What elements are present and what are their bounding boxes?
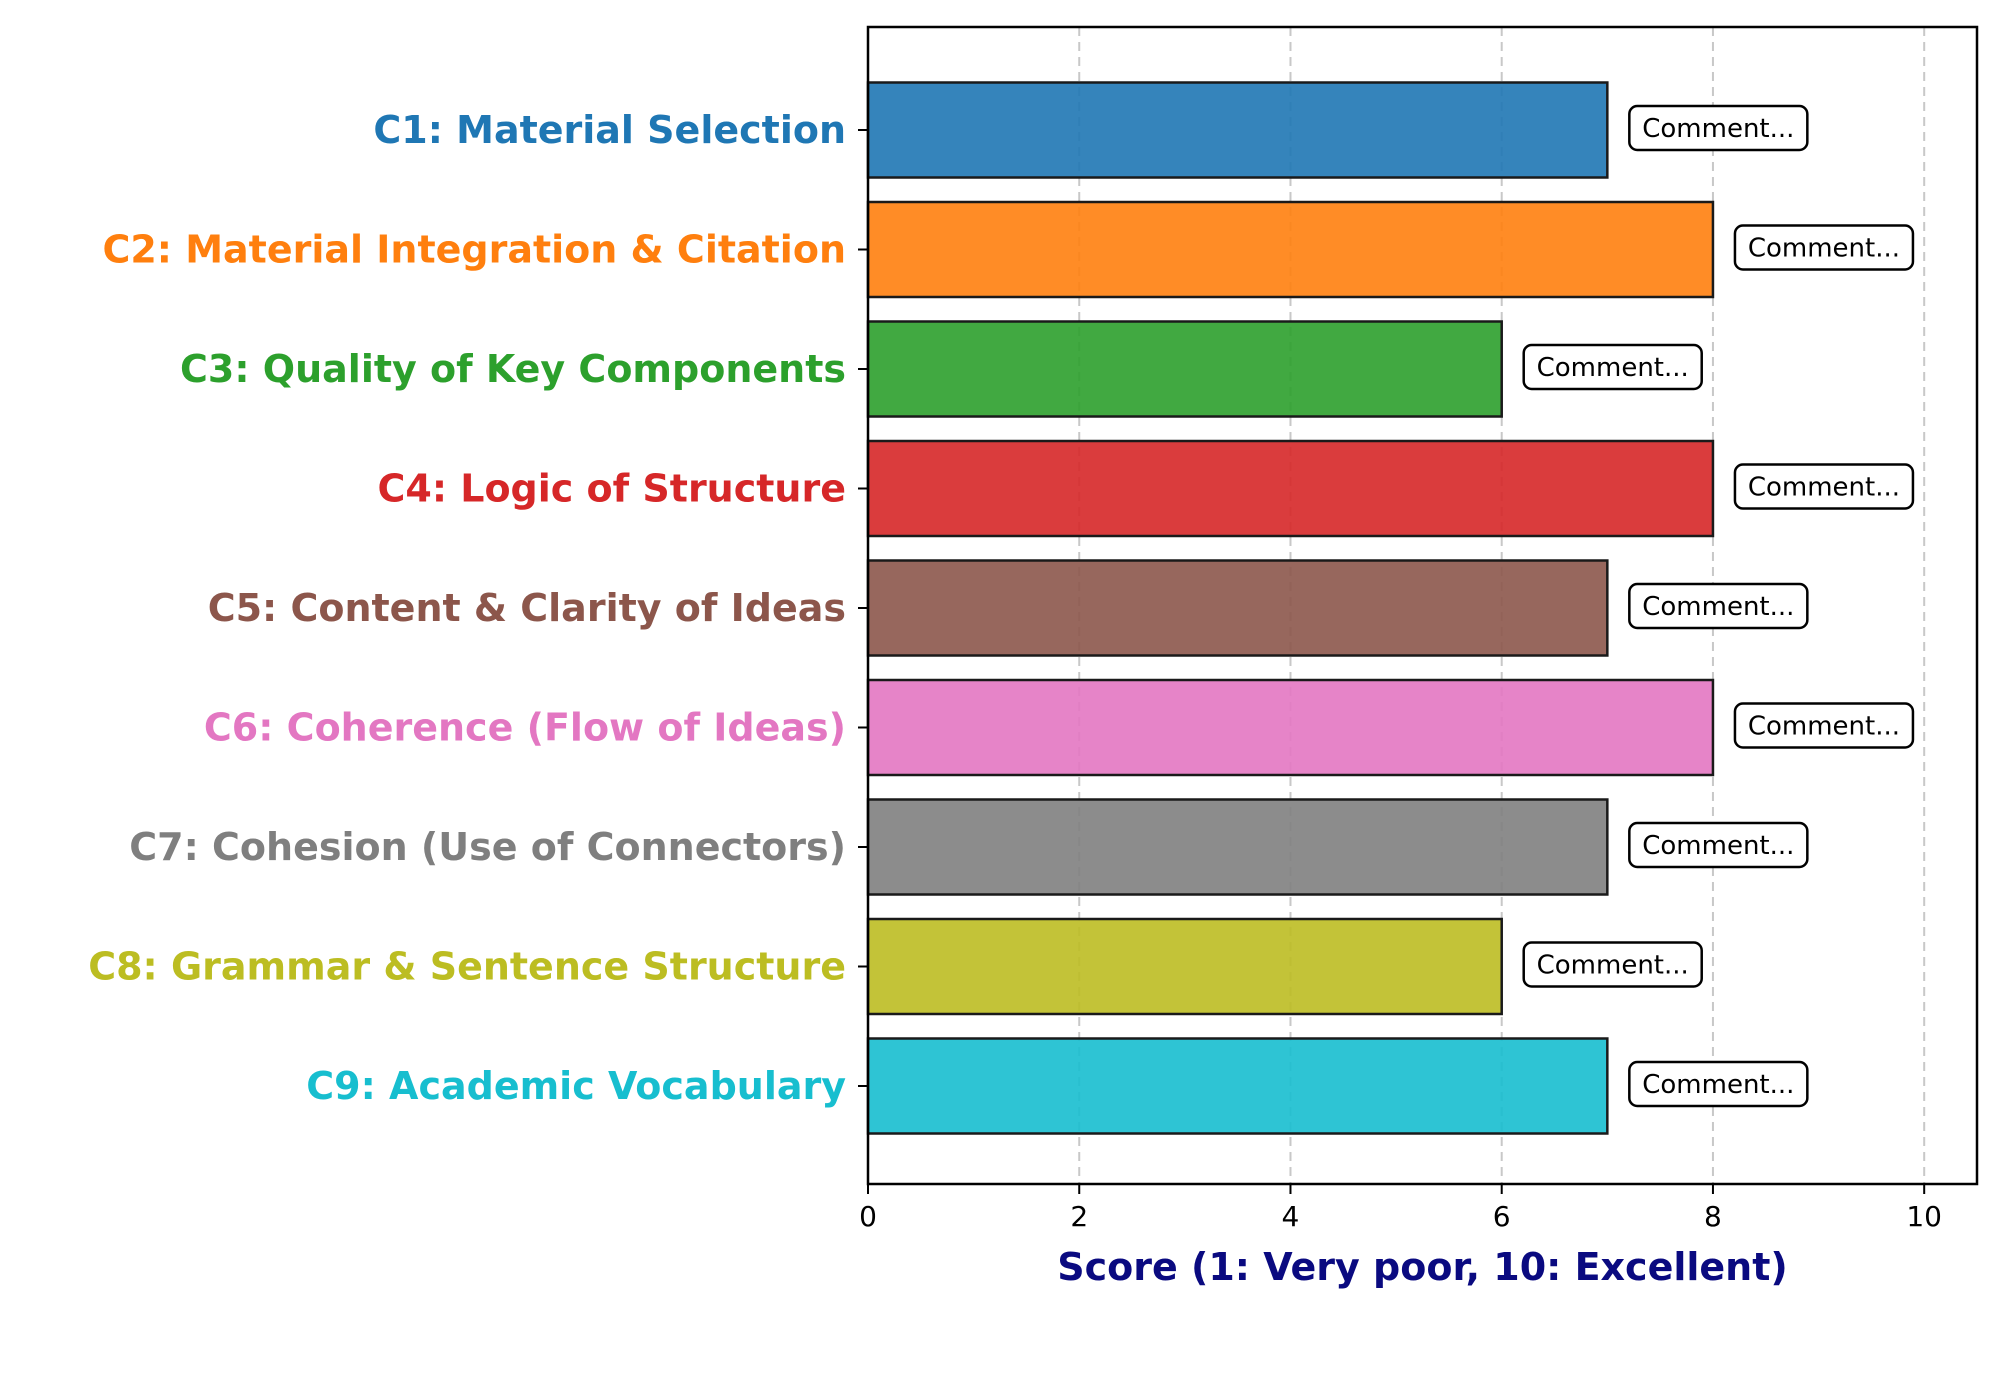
comment-box <box>1522 941 1703 988</box>
category-label: C9: Academic Vocabulary <box>306 1064 846 1108</box>
axes: 0 2 4 6 8 10 <box>858 25 1979 1233</box>
bar <box>866 917 1503 1016</box>
comment-box <box>1628 582 1809 630</box>
bars <box>866 81 1715 1135</box>
bar <box>866 200 1715 299</box>
category-label: C7: Cohesion (Use of Connectors) <box>129 825 846 869</box>
category-label: C2: Material Integration & Citation <box>102 228 846 272</box>
comment-label: Comment... <box>1748 473 1900 503</box>
comment-label: Comment... <box>1642 1070 1794 1100</box>
comment-box <box>1522 343 1703 391</box>
comment-label: Comment... <box>1642 831 1794 861</box>
category-label: C4: Logic of Structure <box>377 467 846 511</box>
category-labels: C1: Material Selection C2: Material Integ… <box>88 108 846 1108</box>
comment-box <box>1628 104 1809 152</box>
x-tick-label: 0 <box>859 1200 877 1233</box>
category-label: C6: Coherence (Flow of Ideas) <box>204 706 846 750</box>
bar <box>866 798 1609 896</box>
plot-frame <box>866 25 1979 1186</box>
category-label: C8: Grammar & Sentence Structure <box>88 945 846 989</box>
comment-box <box>1733 463 1915 510</box>
category-label: C5: Content & Clarity of Ideas <box>208 586 846 630</box>
comment-box <box>1733 224 1915 271</box>
bar <box>866 559 1609 657</box>
x-tick-label: 6 <box>1493 1200 1511 1233</box>
x-tick-label: 10 <box>1906 1200 1942 1233</box>
x-axis-title: Score (1: Very poor, 10: Excellent) <box>1057 1245 1788 1289</box>
comment-box <box>1733 702 1915 749</box>
x-tick-label: 8 <box>1704 1200 1722 1233</box>
x-tick-label: 2 <box>1070 1200 1088 1233</box>
category-label: C3: Quality of Key Components <box>180 347 846 391</box>
bar <box>866 678 1715 777</box>
comment-label: Comment... <box>1537 353 1689 383</box>
comment-box <box>1628 1060 1809 1108</box>
bar <box>866 1037 1609 1135</box>
x-tick-label: 4 <box>1282 1200 1300 1233</box>
comment-label: Comment... <box>1748 234 1900 264</box>
bar <box>866 439 1715 538</box>
comment-annotations: Comment... Comment... Comment... Comment...… <box>1522 104 1915 1108</box>
comment-label: Comment... <box>1537 951 1689 981</box>
comment-label: Comment... <box>1642 592 1794 622</box>
comment-label: Comment... <box>1642 114 1794 144</box>
comment-label: Comment... <box>1748 712 1900 742</box>
category-label: C1: Material Selection <box>373 108 846 152</box>
bar <box>866 81 1609 179</box>
bar <box>866 320 1503 418</box>
comment-box <box>1628 821 1809 869</box>
